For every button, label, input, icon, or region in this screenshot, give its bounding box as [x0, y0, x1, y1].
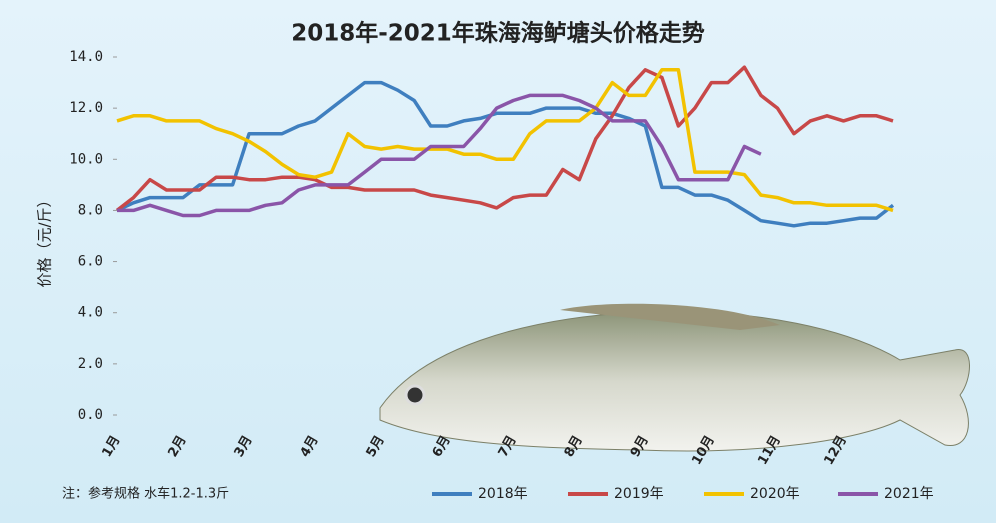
legend-label: 2018年	[478, 486, 528, 502]
fish-illustration	[379, 303, 970, 452]
y-tick-label: 12.0	[69, 100, 103, 116]
legend-label: 2019年	[614, 486, 664, 502]
y-tick-label: 14.0	[69, 49, 103, 65]
y-tick-label: 0.0	[78, 407, 103, 423]
note: 注：参考规格 水车1.2-1.3斤	[62, 486, 229, 502]
y-axis-label: 价格（元/斤）	[36, 192, 54, 287]
series-line	[115, 65, 894, 212]
series-line	[116, 80, 895, 228]
y-tick-label: 6.0	[78, 254, 103, 270]
legend-label: 2021年	[884, 486, 934, 502]
y-tick-label: 10.0	[69, 151, 103, 167]
legend-label: 2020年	[750, 486, 800, 502]
y-tick-label: 2.0	[78, 356, 103, 372]
series-line	[116, 68, 894, 213]
chart-title: 2018年-2021年珠海海鲈塘头价格走势	[291, 20, 705, 47]
series-line	[117, 93, 762, 218]
y-tick-label: 4.0	[78, 305, 103, 321]
y-tick-label: 8.0	[78, 202, 103, 218]
